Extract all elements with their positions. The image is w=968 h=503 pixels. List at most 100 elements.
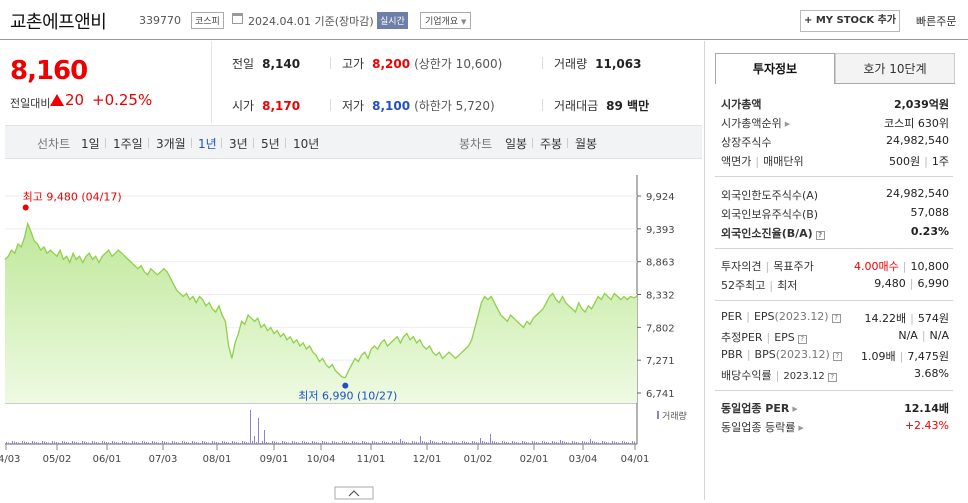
add-mystock-button[interactable]: + MY STOCK 추가 — [800, 10, 900, 32]
quick-order-button[interactable]: 빠른주문 — [916, 15, 957, 28]
volume-bar — [410, 443, 411, 444]
volume-bar — [110, 443, 111, 444]
volume-bar — [620, 443, 621, 444]
volume-bar — [458, 442, 459, 444]
volume-bar — [292, 441, 293, 444]
volume-bar — [160, 443, 161, 444]
volume-bar — [382, 441, 383, 444]
volume-bar — [428, 442, 429, 444]
volume-bar — [144, 441, 145, 444]
quote-volume: 거래량 11,063 — [554, 57, 642, 71]
volume-bar — [552, 441, 553, 444]
volume-bar — [602, 441, 603, 444]
volume-bar — [78, 442, 79, 444]
volume-bar — [70, 443, 71, 444]
period-3m[interactable]: 3개월 — [156, 137, 186, 151]
volume-bar — [496, 442, 497, 444]
volume-bar — [400, 439, 401, 444]
realtime-badge[interactable]: 실시간 — [377, 12, 408, 29]
volume-bar — [58, 442, 59, 444]
info-mcap-rank[interactable]: 시가총액순위 ▶ 코스피 630위 — [721, 117, 949, 130]
volume-bar — [374, 441, 375, 444]
volume-bar — [210, 443, 211, 444]
volume-bar — [22, 441, 23, 444]
volume-bar — [404, 441, 405, 444]
volume-bar — [244, 441, 245, 444]
volume-bar — [226, 442, 227, 444]
period-1d[interactable]: 1일 — [81, 137, 100, 151]
volume-bar — [302, 441, 303, 444]
volume-bar — [526, 442, 527, 444]
price-chart[interactable]: 9,924 9,393 8,863 8,332 7,802 7,271 6,741 04/0… — [0, 160, 704, 500]
tab-hoga-10[interactable]: 호가 10단계 — [835, 53, 955, 84]
volume-bar — [344, 441, 345, 444]
volume-bar — [342, 441, 343, 444]
volume-bar — [236, 442, 237, 444]
y-tick-label: 7,271 — [646, 356, 675, 367]
volume-bar — [128, 442, 129, 444]
volume-bar — [436, 442, 437, 444]
caret-right-icon: ▶ — [784, 120, 791, 128]
period-3y[interactable]: 3년 — [229, 137, 248, 151]
volume-bar — [520, 443, 521, 444]
volume-bar — [612, 441, 613, 444]
help-icon: ? — [797, 335, 807, 344]
volume-bar — [152, 441, 153, 444]
price-change-value: 20 — [65, 91, 85, 109]
volume-bar — [304, 441, 305, 444]
volume-bar — [334, 441, 335, 444]
volume-bar — [512, 441, 513, 444]
volume-bar — [164, 441, 165, 444]
volume-bar — [224, 441, 225, 444]
volume-bar — [88, 442, 89, 444]
volume-bar — [260, 443, 261, 444]
volume-bar — [162, 441, 163, 444]
help-icon: ? — [827, 373, 837, 382]
volume-bar — [470, 443, 471, 444]
help-icon[interactable]: ? — [815, 231, 825, 240]
period-1w[interactable]: 1주일 — [113, 137, 143, 151]
info-industry-rate[interactable]: 동일업종 등락률 ▶ +2.43% — [721, 419, 949, 434]
chart-collapse-button[interactable] — [334, 486, 374, 500]
volume-bar — [366, 442, 367, 444]
volume-bar — [316, 442, 317, 444]
volume-bar — [460, 443, 461, 444]
stock-header: 교촌에프앤비 339770 코스피 2024.04.01 기준(장마감) 실시간… — [0, 0, 968, 40]
volume-bar — [544, 441, 545, 444]
volume-bar — [108, 442, 109, 444]
volume-bar — [498, 442, 499, 444]
volume-bar — [572, 441, 573, 444]
info-52w: 52주최고 | 최저 9,480 | 6,990 — [721, 277, 949, 292]
volume-bar — [372, 441, 373, 444]
volume-bar — [156, 442, 157, 444]
candle-weekly[interactable]: 주봉 — [540, 137, 563, 151]
quote-open: 시가 8,170 — [232, 99, 301, 113]
volume-bar — [16, 442, 17, 444]
volume-bar — [146, 442, 147, 444]
volume-bar — [494, 441, 495, 444]
y-tick-label: 9,924 — [646, 192, 675, 203]
volume-bar — [530, 443, 531, 444]
volume-bar — [362, 441, 363, 444]
volume-bar — [132, 441, 133, 444]
volume-bar — [168, 442, 169, 444]
tab-invest-info[interactable]: 투자정보 — [715, 53, 835, 84]
period-5y[interactable]: 5년 — [261, 137, 280, 151]
volume-bar — [328, 442, 329, 444]
volume-bar — [118, 442, 119, 444]
volume-bar — [386, 442, 387, 444]
candle-daily[interactable]: 일봉 — [505, 137, 528, 151]
volume-bar — [124, 441, 125, 444]
info-industry-per[interactable]: 동일업종 PER ▶ 12.14배 — [721, 402, 949, 415]
company-overview-button[interactable]: 기업개요 ▼ — [420, 12, 472, 29]
volume-bar — [412, 441, 413, 444]
period-10y[interactable]: 10년 — [293, 137, 320, 151]
period-1y[interactable]: 1년 — [198, 137, 217, 151]
volume-bar — [564, 441, 565, 444]
volume-bar — [478, 442, 479, 444]
volume-bar — [444, 441, 445, 444]
volume-bar — [94, 441, 95, 444]
volume-bar — [402, 441, 403, 444]
candle-monthly[interactable]: 월봉 — [575, 137, 598, 151]
y-tick-label: 8,863 — [646, 258, 675, 269]
